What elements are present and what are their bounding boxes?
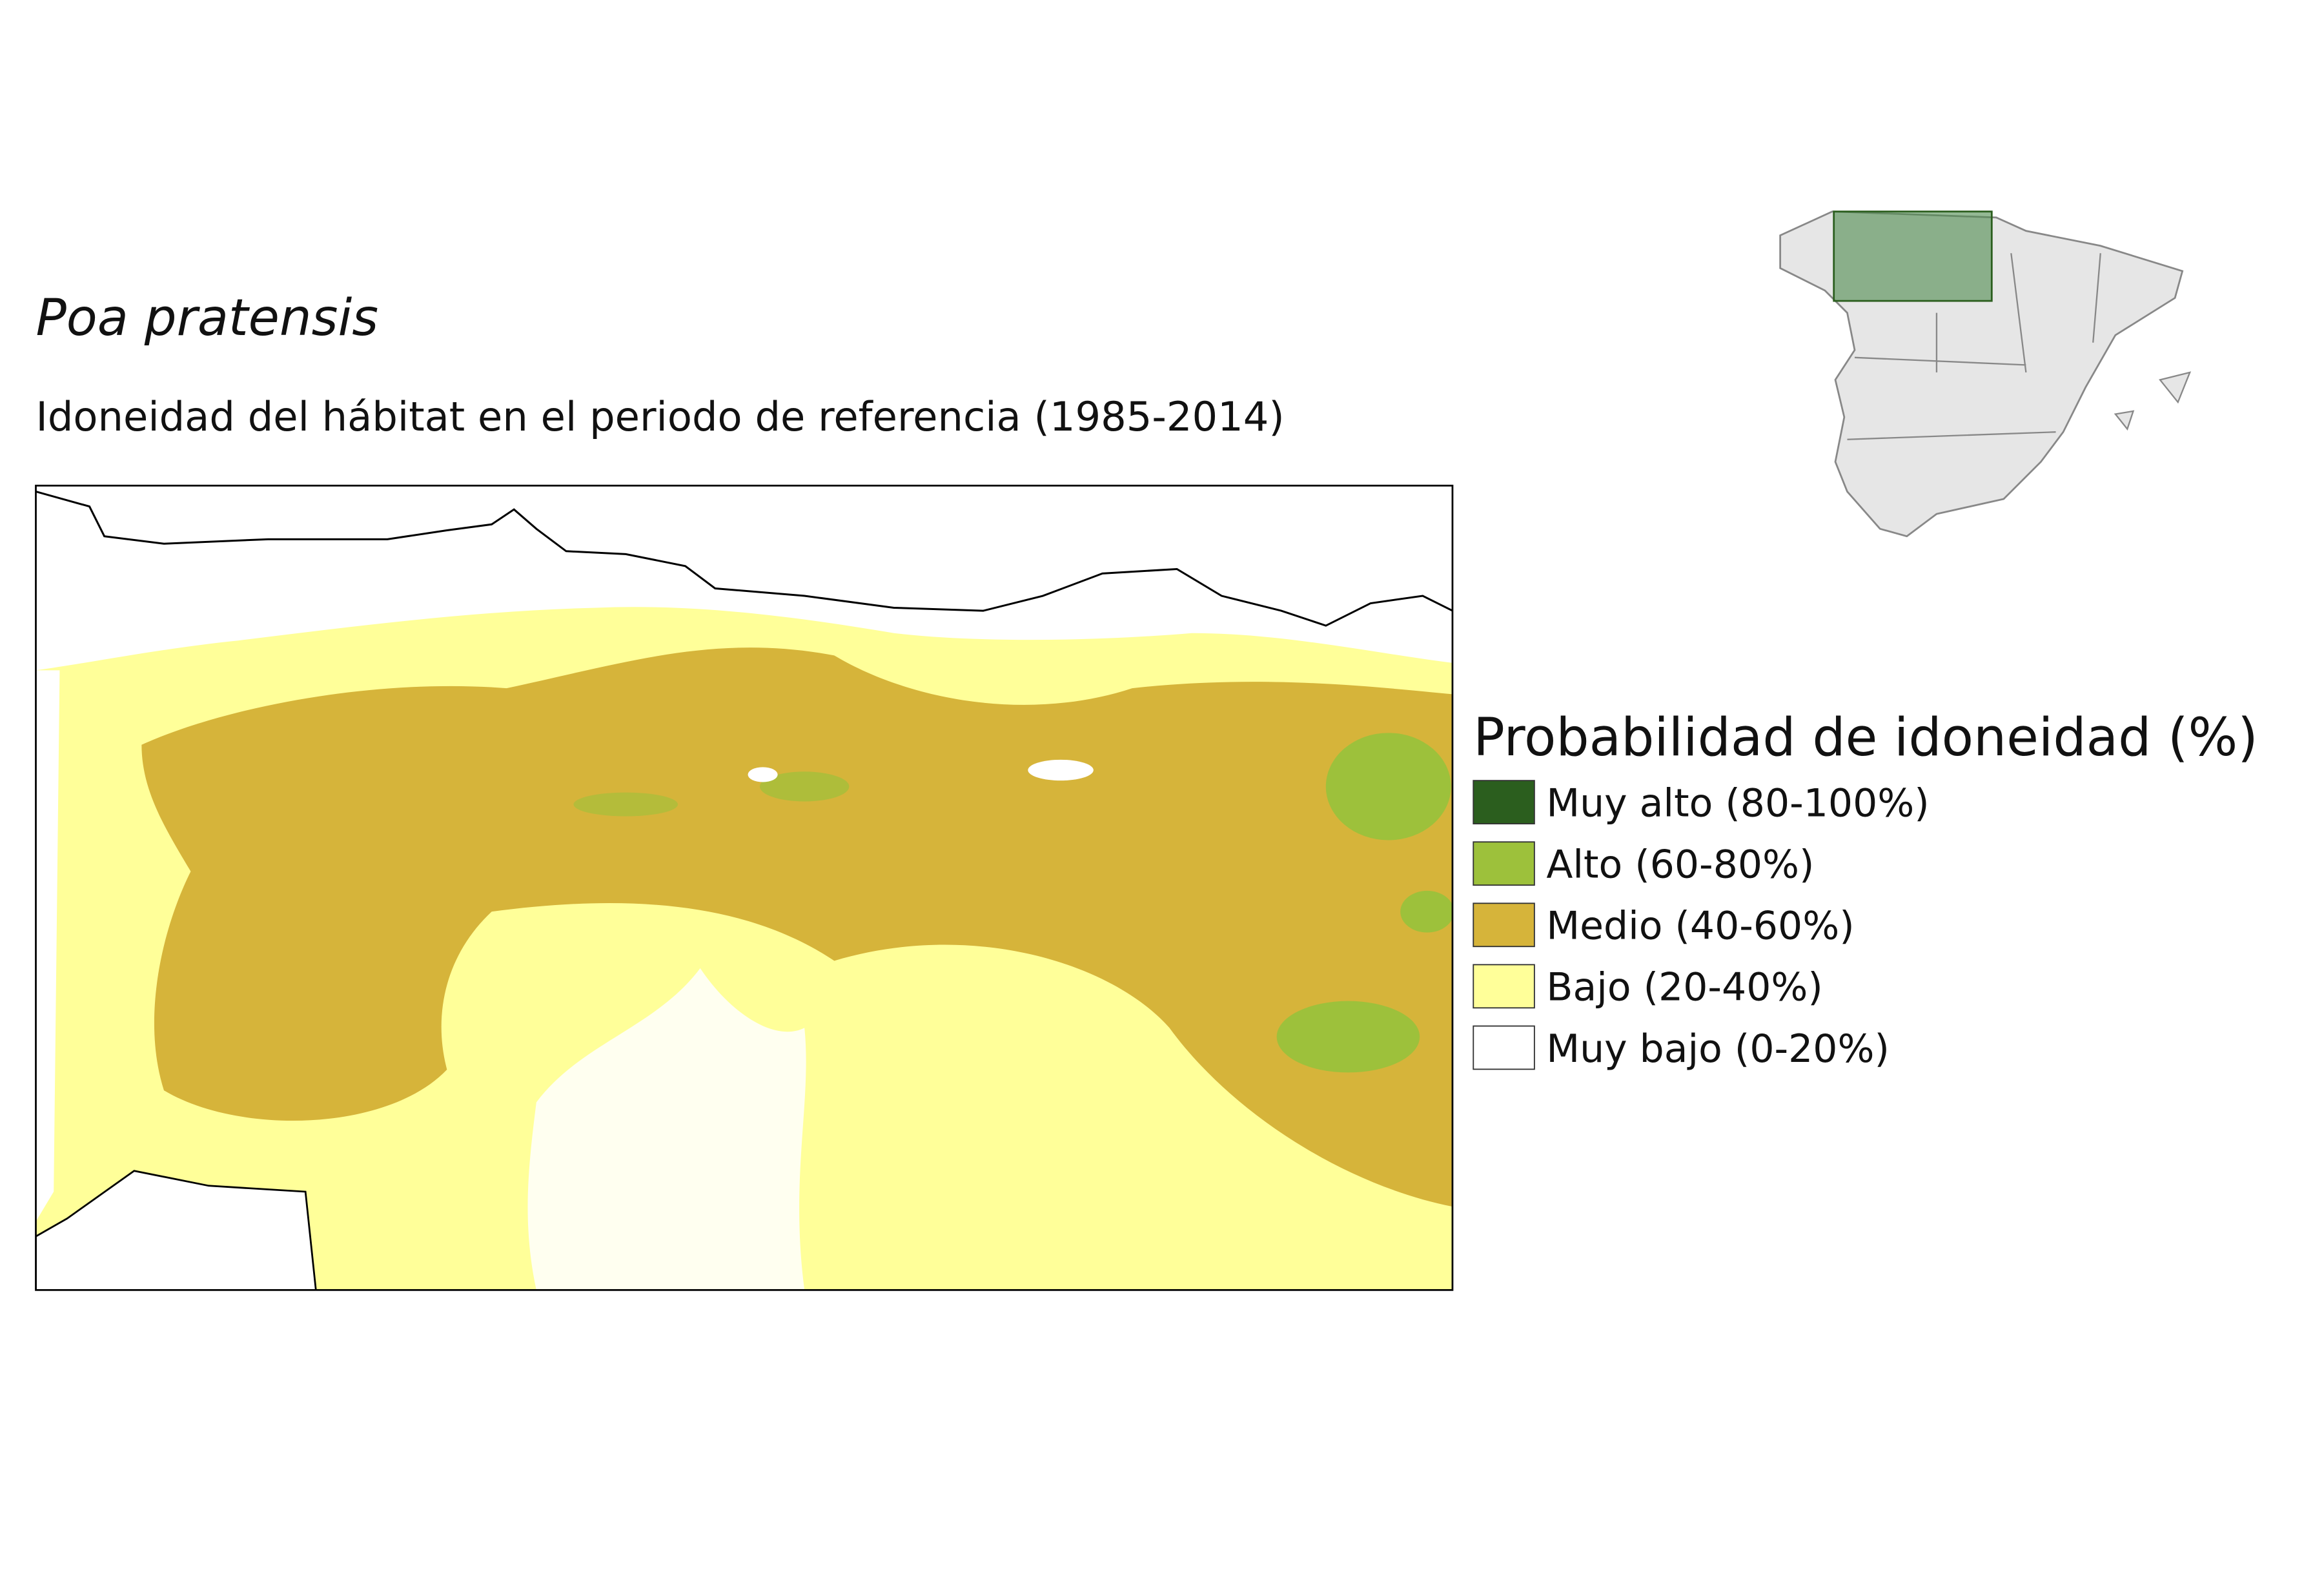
locator-inset	[1779, 210, 2192, 538]
extent-box	[1833, 210, 1993, 302]
legend-swatch	[1473, 780, 1535, 824]
legend: Muy alto (80-100%) Alto (60-80%) Medio (40…	[1473, 780, 1930, 1072]
legend-swatch	[1473, 1025, 1535, 1070]
high-patch	[1325, 733, 1451, 840]
legend-swatch	[1473, 964, 1535, 1009]
very-low-patch	[748, 767, 778, 782]
legend-label: Muy bajo (0-20%)	[1546, 1026, 1890, 1072]
very-low-coast	[36, 485, 1452, 671]
legend-title: Probabilidad de idoneidad (%)	[1473, 708, 2258, 768]
legend-swatch	[1473, 841, 1535, 886]
high-patch	[573, 792, 678, 817]
very-low-plain	[527, 968, 806, 1290]
legend-label: Muy alto (80-100%)	[1546, 781, 1929, 826]
portugal	[36, 1170, 317, 1290]
islands	[2114, 371, 2192, 431]
high-patch	[1276, 1001, 1420, 1073]
coastline	[36, 491, 1452, 627]
very-low-west	[36, 670, 60, 1222]
very-low-patch	[1028, 759, 1094, 781]
high-patch	[759, 771, 850, 802]
medium-area	[141, 647, 1452, 1207]
region-borders	[1847, 253, 2101, 440]
habitat-map	[36, 485, 1452, 1290]
legend-label: Medio (40-60%)	[1546, 904, 1854, 949]
legend-label: Alto (60-80%)	[1546, 842, 1814, 888]
high-patch	[1400, 890, 1452, 933]
legend-swatch	[1473, 902, 1535, 948]
subtitle: Idoneidad del hábitat en el periodo de r…	[36, 393, 1284, 440]
legend-label: Bajo (20-40%)	[1546, 965, 1822, 1010]
title: Poa pratensis	[36, 288, 378, 347]
map-frame	[35, 484, 1454, 1291]
